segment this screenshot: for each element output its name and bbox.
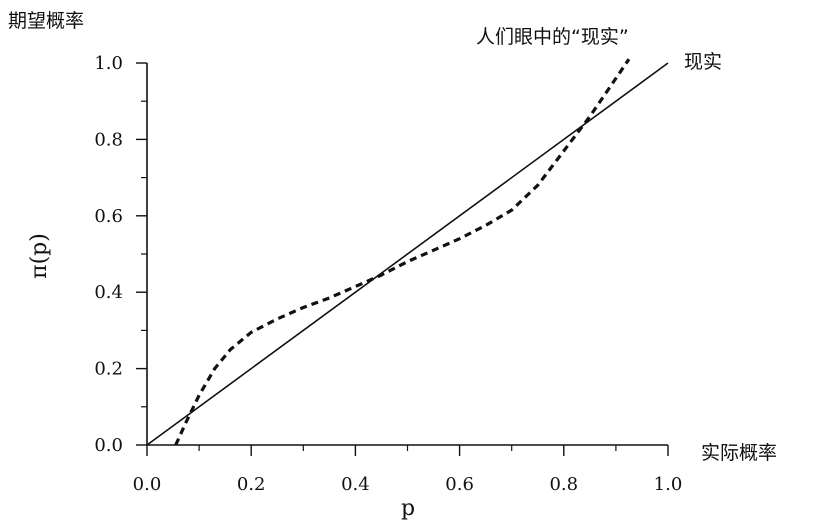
x-tick-label: 0.0 [133,474,162,495]
reality-line [146,62,669,446]
y-tick-label: 0.2 [94,359,123,380]
x-tick-label: 0.8 [549,474,578,495]
x-tick-label: 0.4 [341,474,370,495]
x-tick-label: 0.6 [445,474,474,495]
series [146,58,669,446]
y-tick-label: 1.0 [94,53,123,74]
perceived-reality-curve [174,58,631,446]
ticks: 0.0 0.2 0.4 0.6 0.8 1.0 0.0 0.2 0.4 0.6 0.8 1.0 [94,53,682,495]
y-tick-label: 0.0 [94,435,123,456]
x-axis-title: 实际概率 [701,442,777,464]
y-tick-label: 0.4 [94,282,123,303]
x-tick-label: 1.0 [654,474,683,495]
y-tick-label: 0.6 [94,206,123,227]
legend-label-reality: 现实 [684,51,722,73]
y-tick-label: 0.8 [94,129,123,150]
x-axis-label: p [401,496,415,521]
x-tick-label: 0.2 [237,474,266,495]
legend-label-perceived: 人们眼中的“现实” [476,26,629,48]
y-axis-title: 期望概率 [8,10,84,32]
y-axis-label: π(p) [27,233,52,279]
